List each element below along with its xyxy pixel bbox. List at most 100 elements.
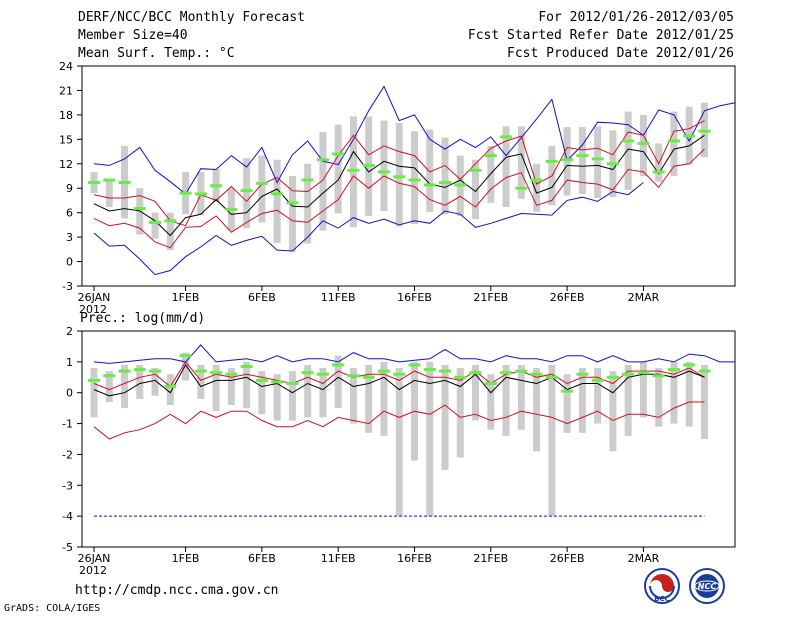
prec-range-bar: [365, 364, 373, 433]
temp-range-bar: [243, 158, 251, 229]
temp-median-mark: [637, 141, 650, 145]
temp-median-mark: [576, 154, 589, 158]
temp-median-mark: [118, 181, 131, 185]
prec-median-mark: [362, 375, 375, 379]
temp-median-mark: [301, 178, 314, 182]
prec-ytick-label: -1: [62, 418, 73, 431]
temp-xtick-label: 11FEB: [321, 291, 356, 304]
prec-range-bar: [380, 361, 388, 436]
temp-range-bar: [655, 143, 663, 182]
temp-range-bar: [334, 124, 342, 214]
prec-xtick-label: 26FEB: [550, 552, 585, 565]
prec-xtick-sublabel: 2012: [79, 564, 107, 577]
prec-ensemble-max-line: [93, 344, 735, 364]
prec-median-mark: [530, 372, 543, 376]
temp-xtick-label: 26JAN: [78, 291, 111, 304]
prec-range-bar: [319, 368, 327, 418]
temp-xtick-label: 21FEB: [473, 291, 508, 304]
prec-median-mark: [606, 375, 619, 379]
temp-median-mark: [164, 219, 177, 223]
prec-median-mark: [515, 369, 528, 373]
prec-median-mark: [454, 375, 467, 379]
temp-median-mark: [515, 186, 528, 190]
prec-median-mark: [316, 372, 329, 376]
temp-ytick-label: 9: [66, 182, 73, 195]
prec-ytick-label: 0: [66, 387, 73, 400]
prec-median-mark: [179, 354, 192, 358]
prec-range-bar: [639, 361, 647, 418]
prec-median-mark: [408, 363, 421, 367]
temp-spread-lower-line: [93, 148, 705, 249]
prec-median-mark: [423, 368, 436, 372]
prec-median-mark: [469, 371, 482, 375]
temp-median-mark: [149, 220, 162, 224]
prec-median-mark: [225, 372, 238, 376]
temp-median-mark: [545, 159, 558, 163]
prec-range-bar: [609, 371, 617, 452]
temp-range-bar: [105, 180, 113, 207]
prec-median-mark: [149, 369, 162, 373]
temp-range-bar: [349, 116, 357, 228]
temp-range-bar: [594, 126, 602, 198]
temp-range-bar: [624, 111, 632, 190]
prec-range-bar: [670, 361, 678, 424]
footer-credit: GrADS: COLA/IGES: [4, 603, 101, 614]
prec-range-bar: [304, 364, 312, 418]
temp-range-bar: [578, 127, 586, 194]
header-variable: Mean Surf. Temp.: °C: [78, 46, 235, 61]
temp-median-mark: [362, 163, 375, 167]
temp-median-mark: [469, 168, 482, 172]
prec-ytick-label: -2: [62, 448, 73, 461]
temp-median-mark: [500, 135, 513, 139]
prec-range-bar: [334, 355, 342, 409]
prec-xtick-label: 26JAN: [78, 552, 111, 565]
temp-ensemble-min-line: [93, 182, 644, 276]
prec-xtick-label: 2MAR: [628, 552, 660, 565]
temp-median-mark: [286, 201, 299, 205]
prec-range-bar: [136, 364, 144, 399]
temp-range-bar: [166, 212, 174, 251]
temp-median-mark: [133, 207, 146, 211]
prec-median-mark: [576, 372, 589, 376]
temp-median-mark: [332, 152, 345, 156]
prec-range-bar: [395, 368, 403, 517]
prec-median-mark: [255, 378, 268, 382]
temp-median-mark: [255, 181, 268, 185]
temp-range-bar: [426, 129, 434, 212]
prec-median-mark: [332, 363, 345, 367]
temp-range-bar: [380, 120, 388, 212]
prec-xtick-label: 1FEB: [172, 552, 200, 565]
temp-ytick-label: 3: [66, 231, 73, 244]
temp-median-mark: [530, 178, 543, 182]
temp-median-mark: [484, 154, 497, 158]
temp-ytick-label: 6: [66, 207, 73, 220]
temp-range-bar: [472, 159, 480, 220]
temp-range-bar: [639, 114, 647, 176]
prec-median-mark: [591, 378, 604, 382]
prec-range-bar: [288, 371, 296, 421]
temp-range-bar: [288, 176, 296, 252]
temp-range-bar: [502, 126, 510, 207]
temp-range-bar: [441, 137, 449, 215]
temp-xtick-label: 26FEB: [550, 291, 585, 304]
temp-range-bar: [533, 163, 541, 212]
temp-median-mark: [683, 134, 696, 138]
header-started-date: Fcst Started Refer Date 2012/01/25: [467, 28, 734, 43]
prec-range-bar: [349, 368, 357, 424]
prec-median-mark: [210, 371, 223, 375]
temp-ytick-label: -3: [62, 280, 73, 293]
temp-median-mark: [591, 157, 604, 161]
prec-ytick-label: -4: [62, 510, 73, 523]
temp-ytick-label: 12: [59, 158, 73, 171]
temp-range-bar: [670, 111, 678, 176]
temp-xtick-label: 6FEB: [248, 291, 276, 304]
temp-ensemble-max-line: [93, 85, 736, 195]
temp-range-bar: [151, 212, 159, 239]
prec-median-mark: [103, 374, 116, 378]
prec-range-bar: [624, 364, 632, 436]
prec-range-bar: [655, 368, 663, 427]
bcc-logo-text: BCC: [654, 595, 670, 603]
prec-range-bar: [517, 364, 525, 430]
